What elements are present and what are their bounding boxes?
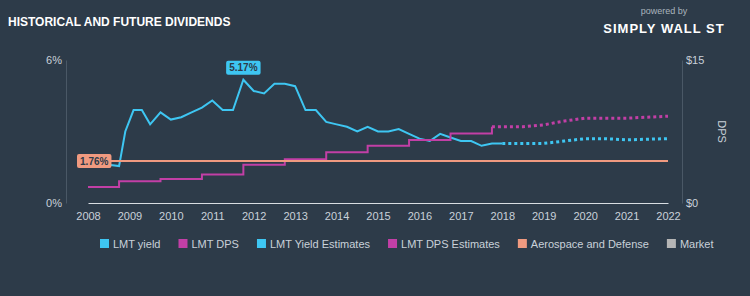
x-tick-label: 2008 — [76, 210, 100, 222]
x-tick-label: 2011 — [201, 210, 225, 222]
legend-label: LMT yield — [113, 238, 160, 250]
legend-swatch — [518, 239, 527, 248]
y2-tick-label: $15 — [686, 54, 704, 66]
legend-label: Market — [680, 238, 714, 250]
annotation-box — [226, 61, 260, 75]
x-tick: 2008 — [76, 203, 100, 222]
y-tick: 0% — [46, 197, 66, 209]
y-axis: 0% 6% — [46, 54, 66, 209]
legend-swatch — [667, 239, 676, 248]
x-tick: 2021 — [615, 203, 639, 222]
series-line — [88, 127, 492, 187]
x-tick: 2009 — [118, 203, 142, 222]
y2-tick: $15 — [682, 54, 704, 66]
x-tick: 2014 — [325, 203, 349, 222]
legend: LMT yield LMT DPS LMT Yield Estimates LMT D… — [100, 238, 714, 250]
annotation: 1.76% — [77, 154, 111, 168]
x-tick: 2010 — [159, 203, 183, 222]
annotation: 5.17% — [226, 61, 260, 75]
x-tick-label: 2015 — [366, 210, 390, 222]
x-tick-label: 2009 — [118, 210, 142, 222]
series-line — [88, 160, 668, 162]
series-line — [492, 116, 668, 126]
y-tick-label: 6% — [46, 54, 62, 66]
legend-label: Aerospace and Defense — [531, 238, 649, 250]
plot-area — [88, 80, 668, 187]
x-tick: 2020 — [573, 203, 597, 222]
x-tick: 2015 — [366, 203, 390, 222]
credit: powered by — [641, 6, 688, 16]
x-tick-label: 2020 — [573, 210, 597, 222]
x-tick: 2011 — [201, 203, 225, 222]
x-tick-label: 2018 — [491, 210, 515, 222]
legend-item: LMT yield — [100, 238, 160, 250]
x-tick: 2018 — [491, 203, 515, 222]
legend-item: Aerospace and Defense — [518, 238, 649, 250]
x-tick: 2013 — [283, 203, 307, 222]
series-line — [502, 139, 668, 144]
x-axis-line — [89, 203, 669, 204]
x-tick-label: 2016 — [408, 210, 432, 222]
y-axis-line — [66, 61, 67, 204]
x-axis: 2008 2009 2010 2011 2012 2013 2014 2015 2016 2017… — [76, 203, 680, 222]
chart: HISTORICAL AND FUTURE DIVIDENDS powered b… — [0, 0, 750, 296]
legend-swatch — [257, 239, 266, 248]
annotations: 5.17% 1.76% — [77, 61, 261, 168]
x-tick-label: 2019 — [532, 210, 556, 222]
title: HISTORICAL AND FUTURE DIVIDENDS — [8, 15, 230, 29]
legend-label: LMT DPS — [191, 238, 238, 250]
legend-swatch — [388, 239, 397, 248]
y-tick-label: 0% — [46, 197, 62, 209]
legend-swatch — [178, 239, 187, 248]
x-tick: 2017 — [449, 203, 473, 222]
legend-item: LMT DPS Estimates — [388, 238, 500, 250]
x-tick: 2012 — [242, 203, 266, 222]
legend-item: LMT DPS — [178, 238, 238, 250]
x-tick: 2019 — [532, 203, 556, 222]
legend-label: LMT Yield Estimates — [270, 238, 371, 250]
y2-tick-label: $0 — [686, 197, 698, 209]
x-tick-label: 2010 — [159, 210, 183, 222]
y2-axis: $0 $15 — [682, 54, 704, 209]
x-tick-label: 2012 — [242, 210, 266, 222]
x-tick: 2016 — [408, 203, 432, 222]
x-tick-label: 2022 — [656, 210, 680, 222]
annotation-box — [77, 154, 111, 168]
series-line — [88, 80, 502, 166]
y2-axis-line — [682, 61, 683, 204]
background — [0, 0, 750, 296]
x-tick: 2022 — [656, 203, 680, 222]
annotation-label: 1.76% — [80, 156, 108, 167]
x-tick-label: 2013 — [283, 210, 307, 222]
credit: SIMPLY WALL ST — [603, 21, 724, 36]
legend-item: LMT Yield Estimates — [257, 238, 371, 250]
legend-swatch — [100, 239, 109, 248]
y-tick: 6% — [46, 54, 66, 66]
y2-tick: $0 — [682, 197, 698, 209]
legend-item: Market — [667, 238, 714, 250]
legend-label: LMT DPS Estimates — [401, 238, 500, 250]
y2-axis-title: DPS — [716, 120, 728, 143]
x-tick-label: 2014 — [325, 210, 349, 222]
x-tick-label: 2017 — [449, 210, 473, 222]
x-tick-label: 2021 — [615, 210, 639, 222]
annotation-label: 5.17% — [229, 62, 257, 73]
